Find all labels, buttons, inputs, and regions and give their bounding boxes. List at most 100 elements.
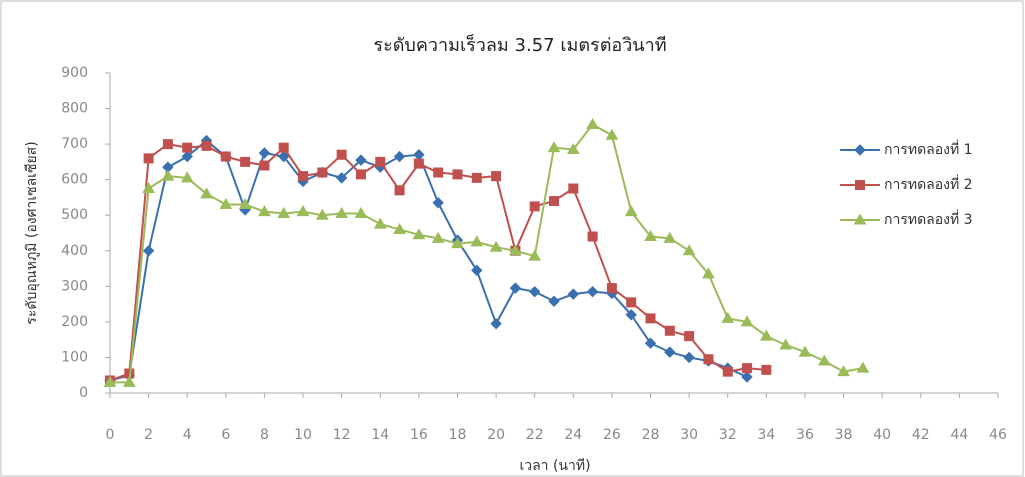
data-point — [355, 154, 367, 166]
data-point — [567, 288, 580, 300]
data-point — [452, 169, 463, 180]
data-point — [702, 267, 715, 279]
data-point — [432, 197, 444, 209]
x-tick-label: 42 — [912, 427, 930, 443]
data-point — [180, 171, 194, 183]
data-point — [624, 205, 638, 217]
data-point — [837, 365, 850, 377]
y-tick-label: 800 — [61, 101, 88, 117]
data-point — [568, 183, 579, 194]
x-tick-label: 22 — [526, 427, 544, 443]
data-point — [586, 285, 599, 298]
data-point — [240, 156, 251, 167]
data-point — [684, 331, 695, 342]
data-point — [394, 185, 405, 196]
data-point — [122, 375, 136, 387]
x-tick-label: 4 — [183, 427, 192, 443]
x-tick-label: 2 — [144, 427, 153, 443]
data-point — [181, 150, 193, 163]
y-tick-label: 300 — [61, 278, 88, 294]
series-line — [110, 123, 864, 384]
y-axis-label: ระดับอุณหภูมิ (องศาเซลเซียส) — [24, 141, 40, 324]
legend-marker — [853, 213, 867, 225]
data-point — [509, 282, 522, 294]
x-tick-label: 28 — [642, 427, 660, 443]
x-tick-label: 24 — [564, 427, 582, 443]
data-point — [566, 142, 580, 154]
y-tick-label: 900 — [61, 65, 88, 81]
data-point — [355, 169, 366, 180]
legend-marker — [855, 180, 865, 190]
legend-label: การทดลองที่ 3 — [884, 210, 973, 228]
data-point — [682, 244, 696, 256]
x-tick-label: 46 — [989, 427, 1007, 443]
legend-marker — [854, 144, 866, 156]
data-point — [528, 285, 541, 298]
data-point — [759, 329, 773, 341]
data-point — [645, 313, 656, 324]
data-point — [142, 182, 155, 194]
x-tick-label: 44 — [950, 427, 968, 443]
data-point — [625, 309, 637, 321]
data-point — [703, 354, 714, 365]
data-point — [375, 156, 386, 167]
data-point — [373, 217, 387, 229]
x-tick-label: 0 — [106, 427, 115, 443]
y-tick-label: 600 — [61, 172, 88, 188]
data-point — [856, 361, 870, 373]
x-axis-label: เวลา (นาที) — [519, 458, 590, 474]
data-point — [605, 128, 619, 140]
chart-title: ระดับความเร็วลม 3.57 เมตรต่อวินาที — [373, 33, 666, 56]
data-point — [489, 240, 503, 252]
data-point — [393, 222, 406, 234]
data-point — [354, 206, 368, 218]
data-point — [258, 147, 271, 159]
series-line — [109, 139, 748, 382]
data-point — [779, 338, 793, 350]
data-point — [761, 364, 772, 375]
x-tick-label: 18 — [449, 427, 467, 443]
x-tick-label: 32 — [719, 427, 737, 443]
data-point — [490, 317, 502, 330]
data-point — [238, 198, 252, 210]
data-point — [278, 150, 290, 163]
x-tick-label: 38 — [835, 427, 853, 443]
data-point — [393, 150, 406, 163]
y-tick-label: 700 — [61, 136, 88, 152]
data-point — [664, 325, 675, 336]
data-point — [451, 237, 464, 249]
data-point — [644, 337, 657, 349]
data-point — [431, 231, 445, 243]
x-tick-label: 40 — [873, 427, 891, 443]
data-point — [606, 283, 617, 294]
x-tick-label: 30 — [680, 427, 698, 443]
y-tick-label: 0 — [79, 385, 88, 401]
data-point — [258, 205, 271, 217]
data-point — [296, 205, 310, 217]
data-point — [644, 230, 657, 242]
y-tick-label: 500 — [61, 207, 88, 223]
data-point — [259, 160, 270, 171]
x-tick-label: 12 — [333, 427, 351, 443]
x-tick-label: 34 — [757, 427, 775, 443]
data-point — [549, 196, 559, 206]
data-point — [471, 264, 483, 277]
data-point — [742, 363, 753, 374]
data-point — [162, 139, 173, 150]
legend-label: การทดลองที่ 2 — [884, 175, 973, 193]
data-point — [219, 198, 233, 210]
data-point — [277, 206, 291, 218]
data-point — [433, 167, 444, 178]
data-point — [201, 140, 212, 151]
data-point — [413, 158, 424, 169]
data-point — [664, 346, 676, 358]
data-point — [740, 315, 754, 327]
x-tick-label: 8 — [260, 427, 269, 443]
data-point — [722, 366, 733, 377]
data-point — [798, 345, 812, 357]
x-tick-label: 36 — [796, 427, 814, 443]
data-point — [471, 172, 482, 183]
data-point — [470, 235, 484, 247]
data-point — [335, 172, 348, 184]
data-point — [161, 169, 175, 181]
